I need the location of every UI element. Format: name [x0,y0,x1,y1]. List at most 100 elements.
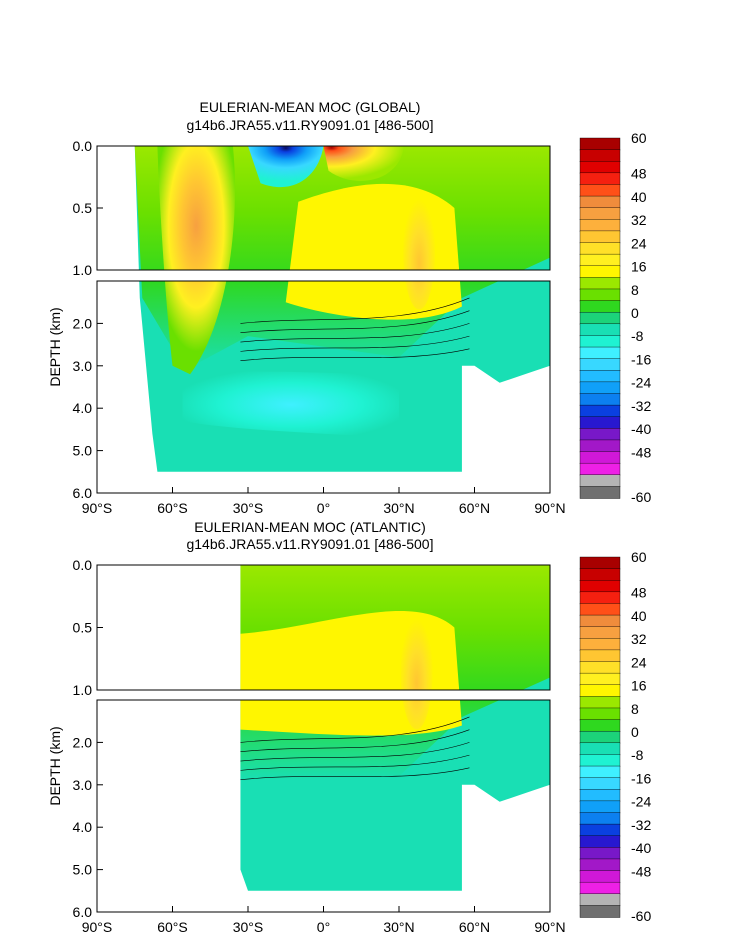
x-tick-label: 90°S [82,919,113,935]
chart-title: EULERIAN-MEAN MOC (GLOBAL) [200,99,421,115]
colorbar-swatch [579,439,621,453]
colorbar-swatch [579,462,621,476]
contour [240,754,470,771]
x-tick-label: 60°N [459,919,490,935]
contour [240,767,470,781]
south-subtropical-cell [248,146,324,188]
colorbar-label: -16 [631,351,651,367]
colorbar-swatch [579,428,621,441]
colorbar-label: 40 [631,608,647,624]
aabw-cell [182,371,399,438]
colorbar-swatch [579,765,621,779]
chart-title: EULERIAN-MEAN MOC (ATLANTIC) [194,519,426,535]
northward-cell [285,183,462,320]
colorbar-swatch [579,719,621,732]
y-tick-label: 3.0 [73,777,93,793]
contour [240,297,470,324]
y-tick-label: 5.0 [73,862,93,878]
colorbar-swatch [579,777,621,790]
colorbar-swatch [579,672,621,686]
colorbar-label: -48 [631,444,651,460]
colorbar-swatch [579,404,621,418]
colorbar-swatch [579,230,621,244]
colorbar-swatch [579,358,621,371]
colorbar-label: 32 [631,631,647,647]
colorbar-swatch [579,858,621,872]
colorbar-swatch [579,195,621,209]
y-tick-label: 1.0 [73,682,93,698]
colorbar-swatch [579,451,621,464]
colorbar-swatch [579,649,621,663]
colorbar-swatch [579,300,621,313]
north-subtropical-cell [323,146,405,181]
colorbar-swatch [579,800,621,814]
colorbar-swatch [579,823,621,837]
y-tick-label: 6.0 [73,485,93,501]
colorbar-swatch [579,754,621,767]
colorbar-swatch [579,556,621,570]
colorbar-swatch [579,603,621,616]
deacon-cell [157,146,235,375]
colorbar-swatch [579,893,621,907]
colorbar-label: 48 [631,166,647,182]
y-tick-label: 0.5 [73,620,93,636]
colorbar-label: 48 [631,585,647,601]
colorbar-swatch [579,381,621,395]
colorbar-swatch [579,253,621,267]
x-tick-label: 90°S [82,500,113,516]
y-tick-label: 0.5 [73,200,93,216]
colorbar-swatch [579,812,621,825]
colorbar-label: 40 [631,189,647,205]
colorbar-label: -60 [631,908,651,924]
colorbar-label: 24 [631,654,647,670]
colorbar-swatch [579,730,621,744]
colorbar-label: 60 [631,130,647,146]
y-axis-label: DEPTH (km) [47,726,63,805]
colorbar-swatch [579,661,621,674]
colorbar-swatch [579,835,621,849]
colorbar-swatch [579,847,621,860]
colorbar-swatch [579,696,621,709]
colorbar-swatch [579,288,621,302]
contour [240,310,470,334]
y-tick-label: 2.0 [73,315,93,331]
colorbar-swatch [579,149,621,162]
x-tick-label: 30°N [383,500,414,516]
y-tick-label: 6.0 [73,904,93,920]
colorbar-swatch [579,580,621,593]
contour [240,323,470,343]
x-tick-label: 30°S [233,919,264,935]
chart-subtitle: g14b6.JRA55.v11.RY9091.01 [486-500] [186,536,433,552]
colorbar-label: 0 [631,305,639,321]
colorbar-swatch [579,277,621,290]
colorbar-swatch [579,905,621,918]
colorbar-swatch [579,614,621,628]
y-tick-label: 3.0 [73,358,93,374]
colorbar-swatch [579,707,621,721]
colorbar-swatch [579,568,621,581]
y-tick-label: 0.0 [73,557,93,573]
colorbar-swatch [579,416,621,430]
amoc-core [403,193,436,310]
colorbar-swatch [579,323,621,337]
colorbar-swatch [579,242,621,255]
colorbar-label: -16 [631,770,651,786]
colorbar-label: -32 [631,817,651,833]
colorbar-swatch [579,219,621,232]
colorbar-swatch [579,591,621,605]
amoc-core [400,613,433,730]
colorbar-label: -24 [631,794,651,810]
colorbar-swatch [579,207,621,220]
x-tick-label: 90°N [534,500,565,516]
colorbar-swatch [579,870,621,883]
contour-lines [240,716,470,781]
colorbar-label: 32 [631,212,647,228]
colorbar-swatch [579,684,621,698]
colorbar-swatch [579,311,621,325]
axis-split-gap [97,690,550,700]
colorbar-label: -60 [631,489,651,505]
colorbar-label: 0 [631,724,639,740]
atlantic-panel: EULERIAN-MEAN MOC (ATLANTIC)g14b6.JRA55.… [47,519,651,935]
colorbar-swatch [579,474,621,488]
colorbar-label: 8 [631,701,639,717]
